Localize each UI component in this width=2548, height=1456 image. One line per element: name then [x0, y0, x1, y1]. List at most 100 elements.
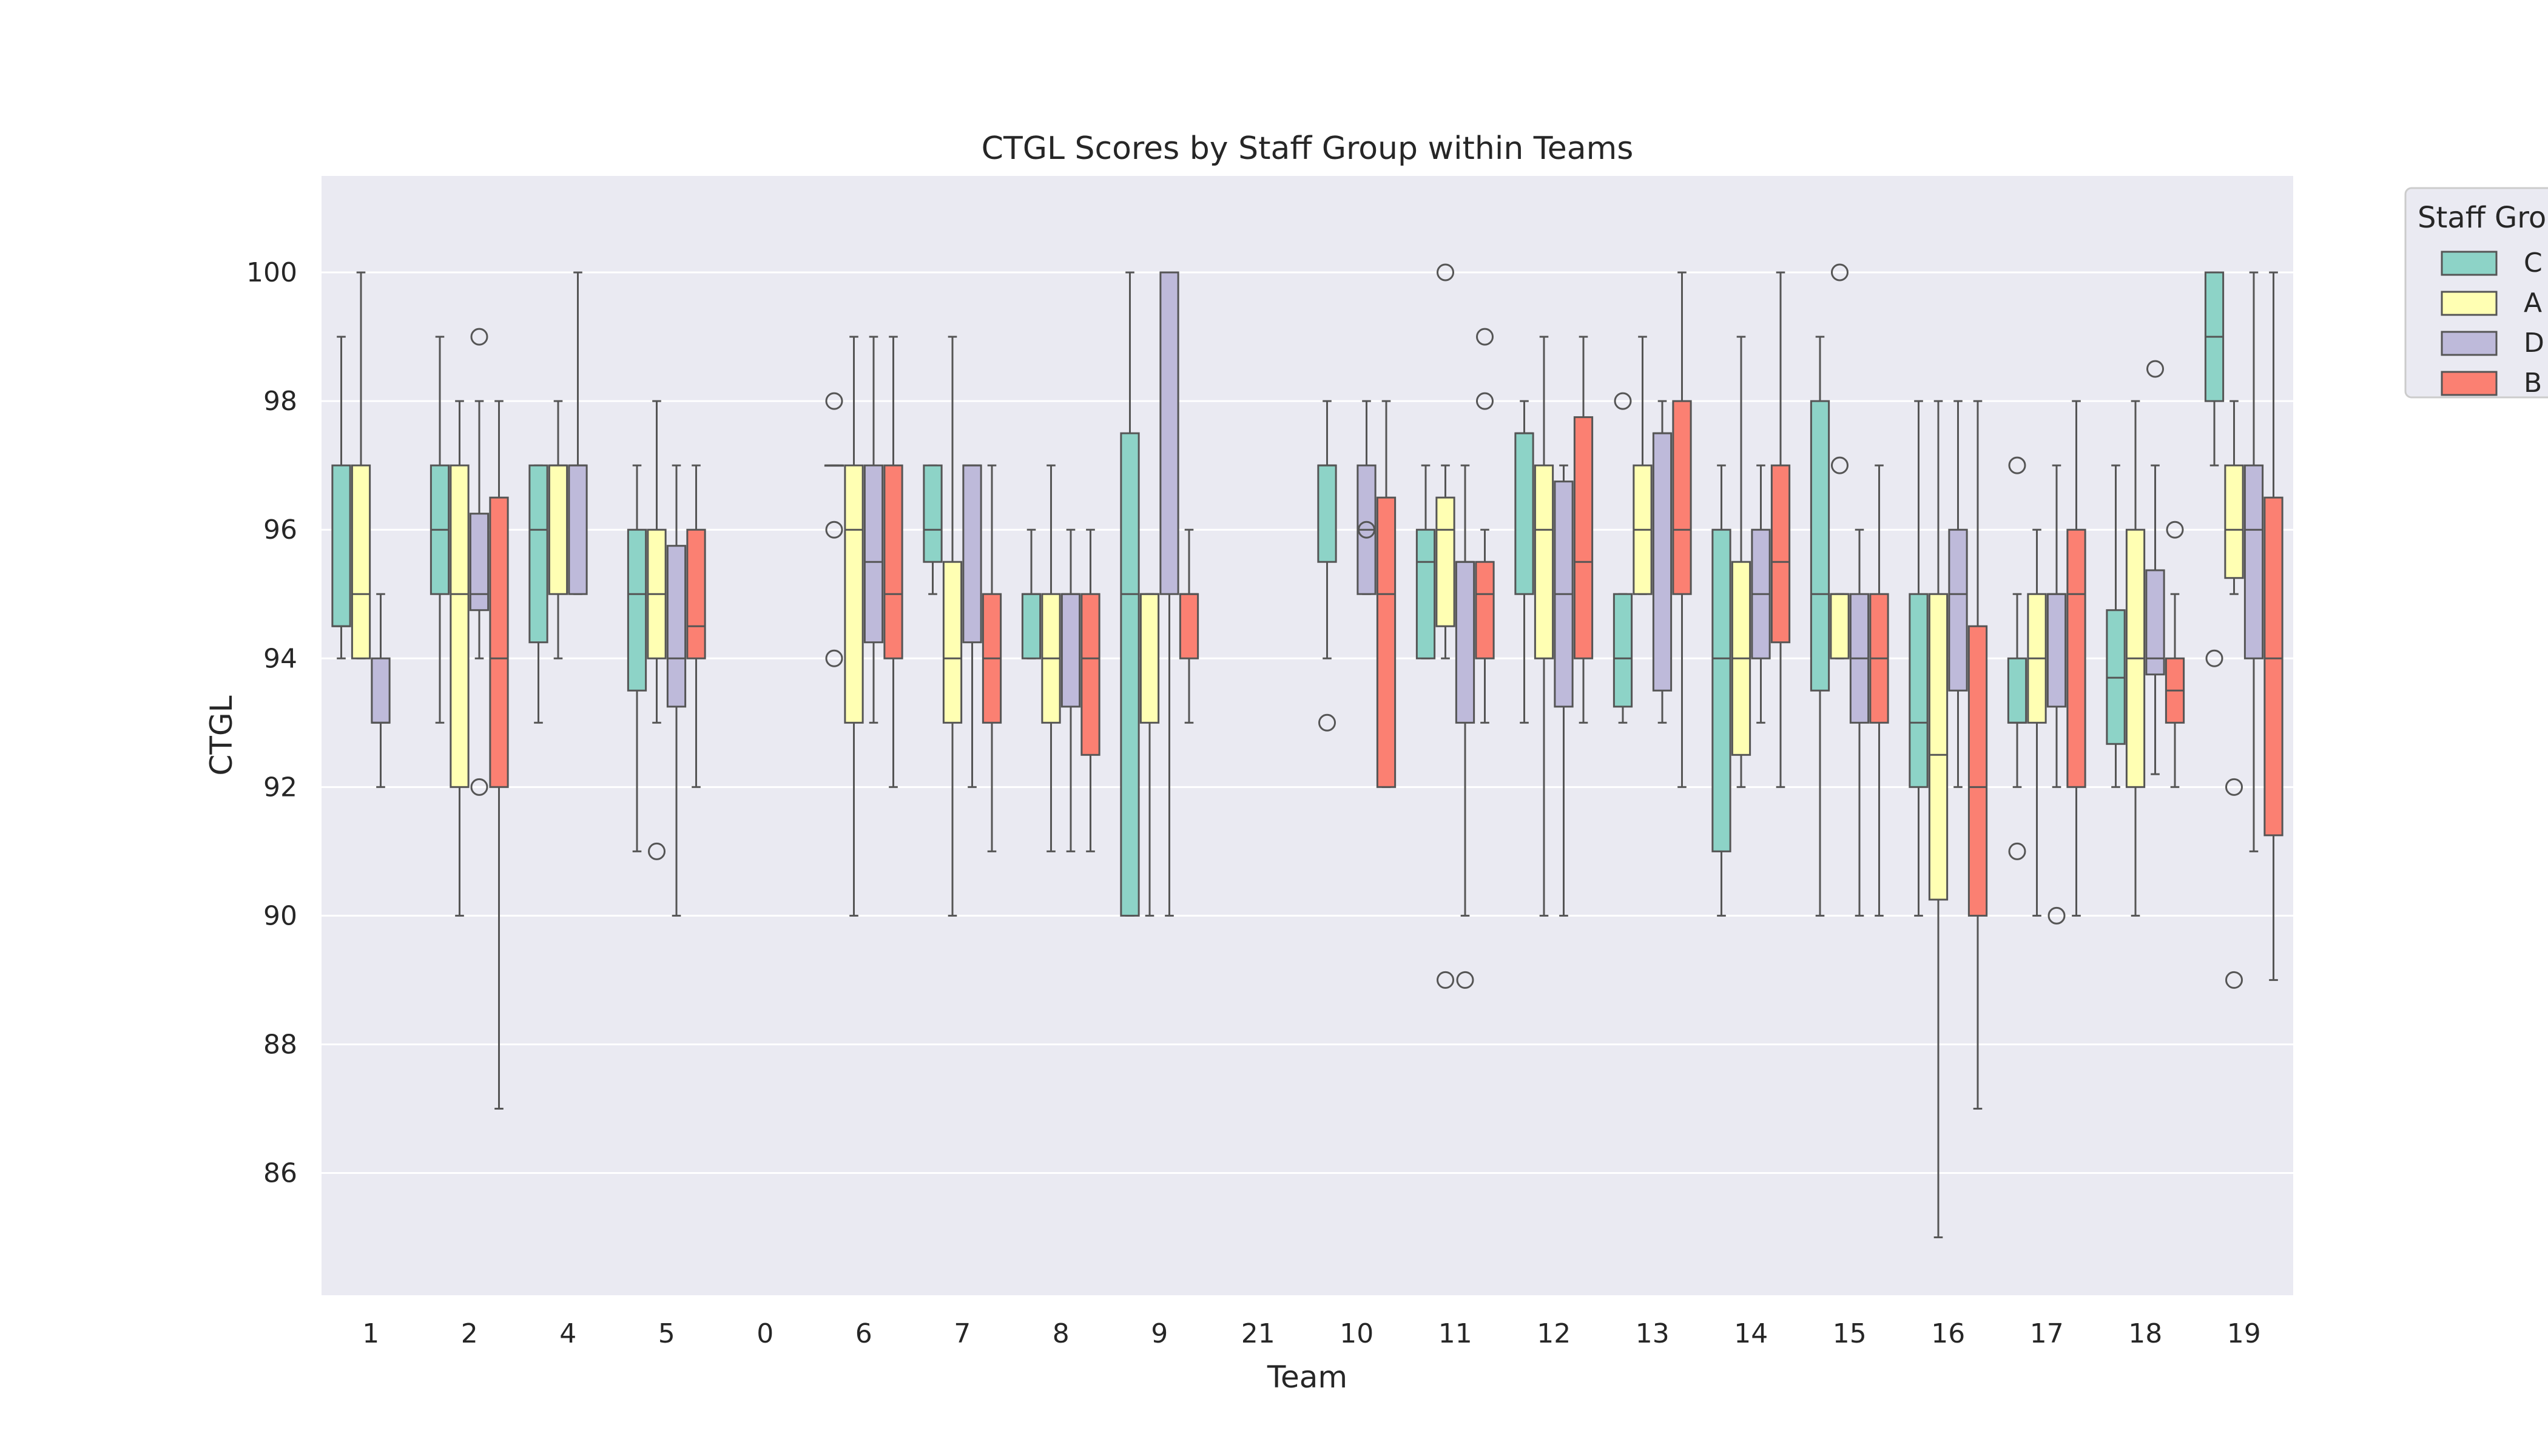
box-C-team-6 — [824, 392, 844, 667]
outlier-point — [470, 328, 488, 346]
x-tick-label: 12 — [1537, 1318, 1571, 1349]
box-C-team-8 — [1021, 528, 1042, 659]
box-iqr — [568, 464, 588, 595]
box-iqr — [1080, 593, 1100, 756]
box-iqr — [1967, 625, 1988, 917]
outlier-point — [1456, 971, 1474, 989]
box-A-team-15 — [1830, 263, 1850, 659]
box-A-team-8 — [1041, 464, 1061, 852]
x-tick-label: 15 — [1833, 1318, 1867, 1349]
box-D-team-5 — [666, 464, 687, 917]
box-D-team-17 — [2046, 464, 2067, 925]
outlier-point — [825, 649, 843, 667]
outlier-point — [2008, 456, 2026, 474]
outlier-point — [825, 392, 843, 410]
plot-background — [322, 176, 2293, 1295]
x-tick-label: 6 — [855, 1318, 872, 1349]
box-B-team-6 — [883, 335, 903, 788]
box-iqr — [1573, 416, 1594, 659]
box-B-team-8 — [1080, 528, 1100, 852]
box-D-team-15 — [1849, 528, 1870, 917]
x-tick-label: 19 — [2227, 1318, 2261, 1349]
box-iqr — [1928, 593, 1949, 901]
legend-swatch — [2441, 331, 2498, 356]
box-iqr — [844, 464, 864, 724]
box-B-team-12 — [1573, 335, 1594, 724]
box-D-team-9 — [1159, 271, 1179, 917]
box-iqr — [450, 464, 470, 788]
box-B-team-14 — [1770, 271, 1791, 788]
box-iqr — [2066, 528, 2086, 788]
box-iqr — [1060, 593, 1081, 708]
box-D-team-4 — [568, 271, 588, 595]
outlier-point — [1831, 263, 1849, 281]
y-tick-label: 86 — [263, 1158, 297, 1189]
outlier-point — [1437, 263, 1454, 281]
x-tick-label: 2 — [461, 1318, 478, 1349]
outlier-point — [825, 521, 843, 539]
x-tick-label: 8 — [1053, 1318, 1070, 1349]
box-iqr — [863, 464, 884, 644]
legend-swatch — [2441, 371, 2498, 396]
box-C-team-13 — [1613, 392, 1633, 724]
legend-title: Staff Grou — [2418, 201, 2548, 235]
box-iqr — [1021, 593, 1042, 659]
legend-swatch — [2441, 291, 2498, 316]
outlier-point — [2225, 971, 2243, 989]
box-iqr — [1613, 593, 1633, 708]
box-iqr — [2243, 464, 2264, 659]
x-tick-label: 18 — [2128, 1318, 2162, 1349]
box-A-team-1 — [351, 271, 371, 659]
box-iqr — [1415, 528, 1436, 659]
box-iqr — [1652, 432, 1673, 692]
box-B-team-9 — [1179, 528, 1199, 724]
box-iqr — [923, 464, 943, 563]
outlier-point — [1831, 456, 1849, 474]
box-C-team-19 — [2204, 271, 2225, 667]
box-iqr — [2046, 593, 2067, 708]
box-iqr — [883, 464, 903, 659]
box-D-team-7 — [962, 464, 982, 788]
box-iqr — [686, 528, 706, 659]
legend-label: D — [2524, 328, 2544, 359]
box-iqr — [2224, 464, 2244, 579]
box-C-team-1 — [331, 335, 351, 659]
y-tick-label: 98 — [263, 386, 297, 417]
box-iqr — [1948, 528, 1968, 692]
box-D-team-8 — [1060, 528, 1081, 852]
box-iqr — [1376, 496, 1397, 788]
box-iqr — [528, 464, 548, 644]
box-iqr — [1159, 271, 1179, 595]
x-tick-label: 0 — [757, 1318, 774, 1349]
box-D-team-14 — [1751, 464, 1771, 724]
y-axis-label: CTGL — [204, 695, 239, 775]
y-tick-label: 100 — [246, 257, 297, 288]
box-iqr — [1830, 593, 1850, 659]
box-C-team-9 — [1120, 271, 1140, 917]
outlier-point — [470, 778, 488, 796]
box-iqr — [331, 464, 351, 627]
box-iqr — [2263, 496, 2283, 837]
box-iqr — [1909, 593, 1929, 788]
box-B-team-7 — [982, 464, 1002, 852]
box-D-team-19 — [2243, 271, 2264, 852]
box-iqr — [1514, 432, 1534, 595]
box-iqr — [1317, 464, 1337, 563]
x-tick-label: 17 — [2030, 1318, 2064, 1349]
box-iqr — [371, 657, 391, 724]
box-A-team-6 — [844, 335, 864, 917]
box-B-team-16 — [1967, 400, 1988, 1110]
outlier-point — [1358, 521, 1375, 539]
box-C-team-5 — [627, 464, 647, 852]
box-D-team-13 — [1652, 400, 1673, 724]
x-tick-label: 13 — [1636, 1318, 1670, 1349]
box-iqr — [962, 464, 982, 644]
box-iqr — [1455, 561, 1475, 724]
box-iqr — [548, 464, 568, 595]
box-D-team-11 — [1455, 464, 1475, 989]
legend-swatch — [2441, 251, 2498, 276]
box-C-team-17 — [2007, 456, 2027, 860]
